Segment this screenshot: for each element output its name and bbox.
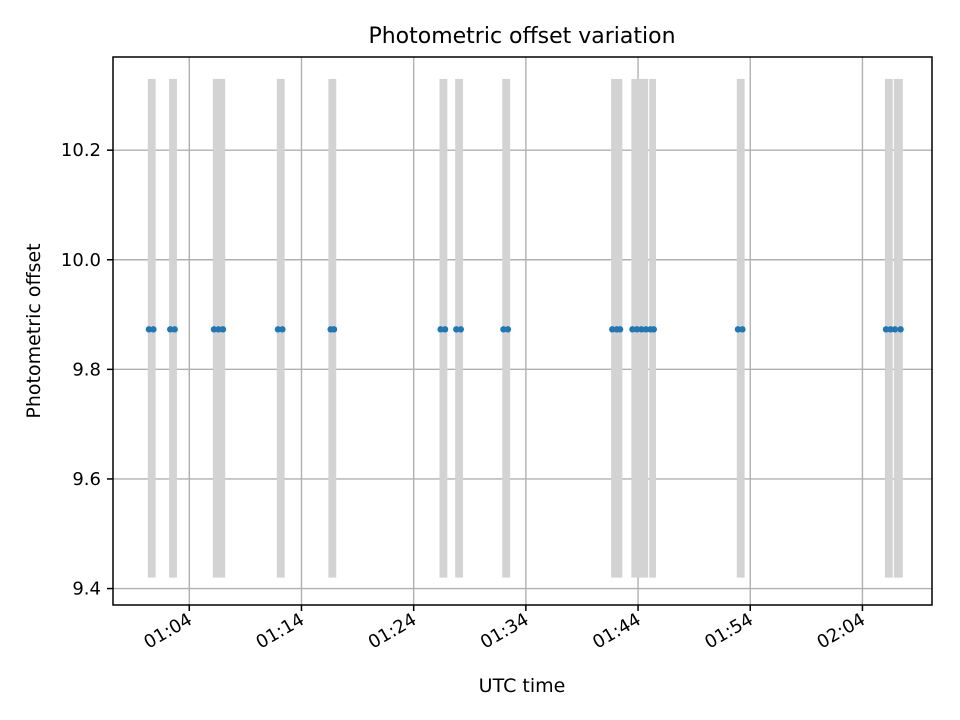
data-point xyxy=(882,326,890,333)
data-point xyxy=(642,326,650,333)
x-axis-label: UTC time xyxy=(479,675,566,697)
data-point xyxy=(453,326,460,333)
data-point xyxy=(219,326,227,333)
data-point xyxy=(150,326,157,333)
data-point xyxy=(441,326,449,333)
data-point xyxy=(891,326,899,333)
data-point xyxy=(638,326,645,333)
y-tick-label: 9.4 xyxy=(72,579,101,600)
y-axis-label: Photometric offset xyxy=(23,243,45,418)
y-tick-label: 9.8 xyxy=(72,359,101,380)
y-tick-label: 10.2 xyxy=(61,140,101,161)
data-point xyxy=(145,326,153,333)
data-point xyxy=(215,326,222,333)
data-point xyxy=(616,326,624,333)
data-point xyxy=(274,326,282,333)
data-point xyxy=(167,326,174,333)
data-point xyxy=(897,326,904,333)
plot-frame xyxy=(112,56,933,606)
data-point xyxy=(504,326,512,333)
data-point xyxy=(279,326,286,333)
data-points xyxy=(145,326,904,333)
y-tick-label: 10.0 xyxy=(61,250,101,271)
data-point xyxy=(609,326,616,333)
chart-title: Photometric offset variation xyxy=(368,24,675,49)
data-point xyxy=(629,326,636,333)
data-point xyxy=(500,326,507,333)
data-point xyxy=(734,326,742,333)
data-point xyxy=(210,326,218,333)
data-point xyxy=(739,326,746,333)
data-point xyxy=(633,326,641,333)
y-tick-label: 9.6 xyxy=(72,469,101,490)
data-point xyxy=(330,326,338,333)
data-point xyxy=(650,326,657,333)
data-point xyxy=(437,326,444,333)
data-point xyxy=(887,326,894,333)
data-point xyxy=(457,326,464,333)
data-point xyxy=(171,326,178,333)
